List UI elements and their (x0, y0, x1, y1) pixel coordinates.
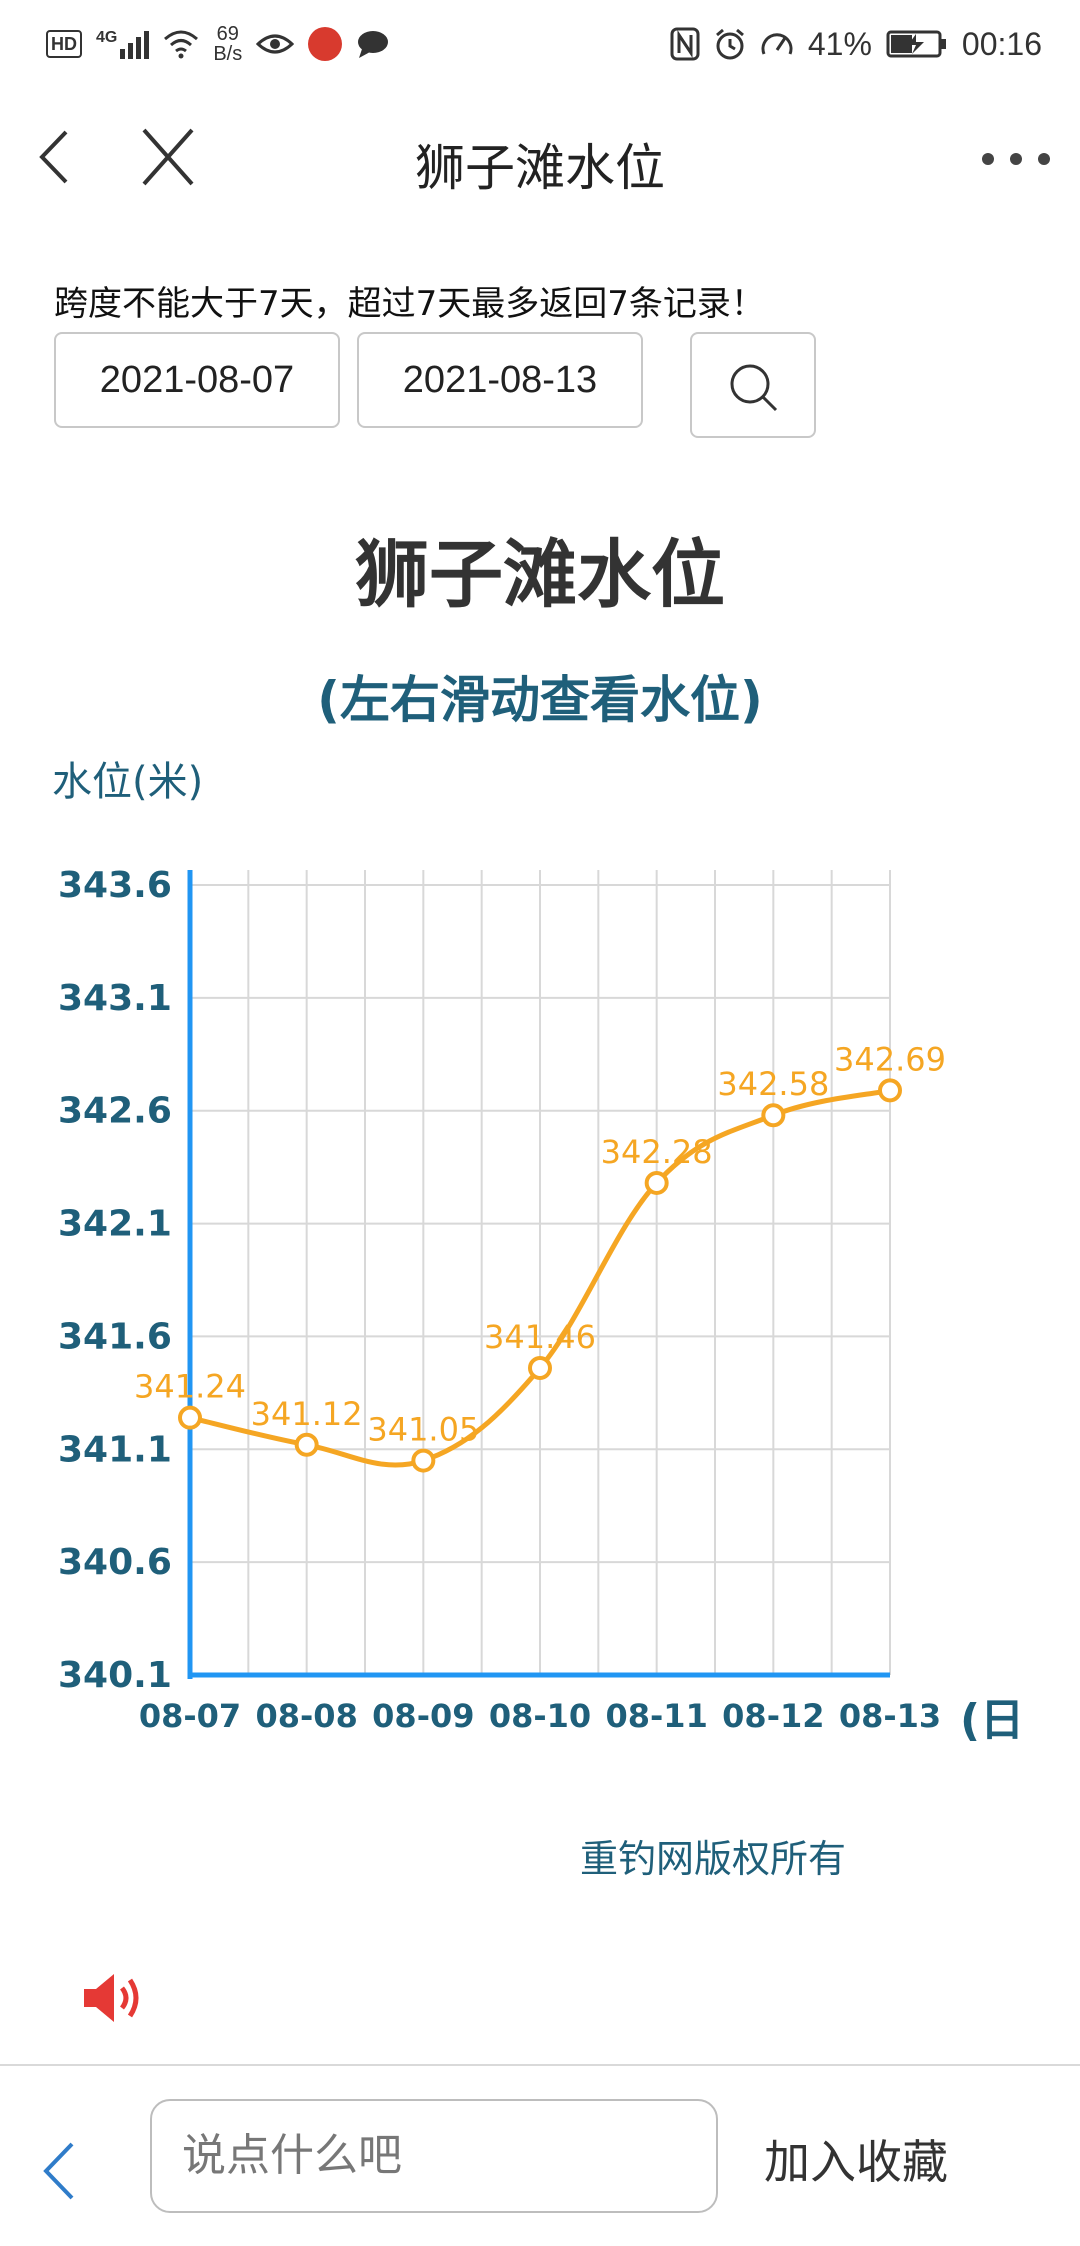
more-dots-icon[interactable] (982, 134, 1050, 184)
data-point (761, 1103, 786, 1128)
clock-time: 00:16 (961, 25, 1042, 62)
net-speed: 69 B/s (213, 24, 242, 64)
y-tick-label: 341.6 (58, 1316, 172, 1357)
y-tick-label: 340.1 (58, 1655, 172, 1696)
y-tick-label: 340.6 (58, 1542, 172, 1583)
add-favorite-button[interactable]: 加入收藏 (764, 2135, 948, 2189)
speaker-icon[interactable] (80, 1970, 146, 2026)
hd-badge: HD (46, 30, 82, 58)
back-arrow-icon[interactable] (38, 2136, 82, 2206)
chart-subtitle: (左右滑动查看水位) (317, 671, 763, 729)
net-speed-value: 69 (216, 23, 239, 45)
data-point (294, 1432, 319, 1457)
x-tick-label: 08-12 (722, 1697, 824, 1735)
wifi-icon (164, 30, 199, 59)
data-label: 341.12 (251, 1395, 363, 1433)
network-type: 4G (96, 29, 118, 46)
y-tick-label: 342.6 (58, 1091, 172, 1132)
nav-bar: 狮子滩水位 (0, 100, 1080, 220)
data-point (528, 1356, 552, 1381)
data-point (878, 1078, 902, 1103)
net-speed-unit: B/s (213, 43, 243, 65)
data-label: 341.24 (134, 1368, 246, 1406)
x-axis-label: (日 (960, 1695, 1024, 1746)
start-date-input[interactable] (54, 332, 340, 428)
close-icon[interactable] (130, 122, 206, 192)
nfc-icon (670, 27, 700, 61)
x-tick-label: 08-09 (372, 1697, 474, 1735)
status-right: 41% 00:16 (670, 22, 1042, 66)
search-button[interactable] (690, 332, 816, 438)
data-point (411, 1448, 436, 1473)
y-tick-label: 343.6 (58, 865, 172, 906)
bottom-bar: 加入收藏 (0, 2064, 1080, 2246)
data-label: 341.46 (484, 1318, 596, 1356)
y-tick-label: 341.1 (58, 1429, 172, 1470)
data-point (644, 1170, 669, 1195)
data-label: 342.58 (717, 1065, 829, 1103)
battery-charging-icon (886, 30, 946, 58)
performance-icon (761, 33, 793, 55)
data-label: 342.28 (601, 1133, 713, 1171)
status-bar: HD 4G 69 B/s (0, 0, 1080, 88)
x-tick-label: 08-08 (255, 1697, 357, 1735)
range-notice: 跨度不能大于7天，超过7天最多返回7条记录！ (54, 284, 765, 324)
signal-icon: 4G (96, 29, 150, 59)
x-tick-label: 08-07 (139, 1697, 241, 1735)
data-point (178, 1405, 202, 1430)
battery-percent: 41% (807, 25, 872, 62)
page-title: 狮子滩水位 (415, 139, 665, 197)
status-left: HD 4G 69 B/s (46, 22, 390, 66)
back-arrow-icon[interactable] (22, 122, 92, 192)
eye-icon (256, 34, 295, 54)
chart-title: 狮子滩水位 (355, 532, 725, 618)
data-label: 341.05 (367, 1411, 479, 1449)
alarm-icon (715, 28, 744, 60)
data-label: 342.69 (834, 1040, 946, 1078)
copyright-text: 重钓网版权所有 (580, 1837, 847, 1881)
x-tick-label: 08-10 (489, 1697, 591, 1735)
y-axis-label: 水位(米) (52, 760, 203, 805)
chat-bubble-icon (358, 31, 389, 58)
x-tick-label: 08-13 (839, 1697, 941, 1735)
search-icon (730, 364, 778, 412)
end-date-input[interactable] (357, 332, 643, 428)
y-tick-label: 343.1 (58, 978, 172, 1019)
x-tick-label: 08-11 (605, 1697, 707, 1735)
comment-input[interactable] (150, 2099, 718, 2213)
y-tick-label: 342.1 (58, 1204, 172, 1245)
water-level-chart[interactable]: 水位(米) 343.6 343.1 342.6 342.1 341.6 341.1 340.6… (0, 760, 1080, 1750)
app-notification-icon (308, 27, 343, 61)
